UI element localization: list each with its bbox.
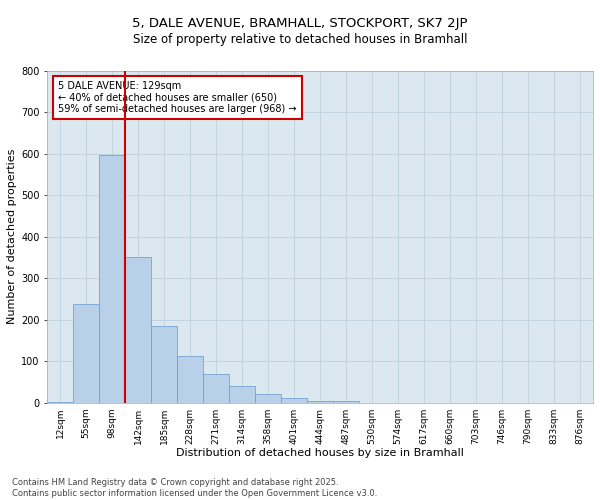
Bar xyxy=(99,154,125,402)
Text: 5, DALE AVENUE, BRAMHALL, STOCKPORT, SK7 2JP: 5, DALE AVENUE, BRAMHALL, STOCKPORT, SK7… xyxy=(132,18,468,30)
Bar xyxy=(73,304,99,402)
Bar xyxy=(151,326,177,402)
Bar xyxy=(125,256,151,402)
Bar xyxy=(203,374,229,402)
Bar xyxy=(229,386,255,402)
Text: 5 DALE AVENUE: 129sqm
← 40% of detached houses are smaller (650)
59% of semi-det: 5 DALE AVENUE: 129sqm ← 40% of detached … xyxy=(58,81,296,114)
Bar xyxy=(281,398,307,402)
Bar xyxy=(177,356,203,403)
Text: Size of property relative to detached houses in Bramhall: Size of property relative to detached ho… xyxy=(133,34,467,46)
Bar xyxy=(307,401,333,402)
Bar xyxy=(255,394,281,402)
Text: Contains HM Land Registry data © Crown copyright and database right 2025.
Contai: Contains HM Land Registry data © Crown c… xyxy=(12,478,377,498)
Y-axis label: Number of detached properties: Number of detached properties xyxy=(7,149,17,324)
X-axis label: Distribution of detached houses by size in Bramhall: Distribution of detached houses by size … xyxy=(176,448,464,458)
